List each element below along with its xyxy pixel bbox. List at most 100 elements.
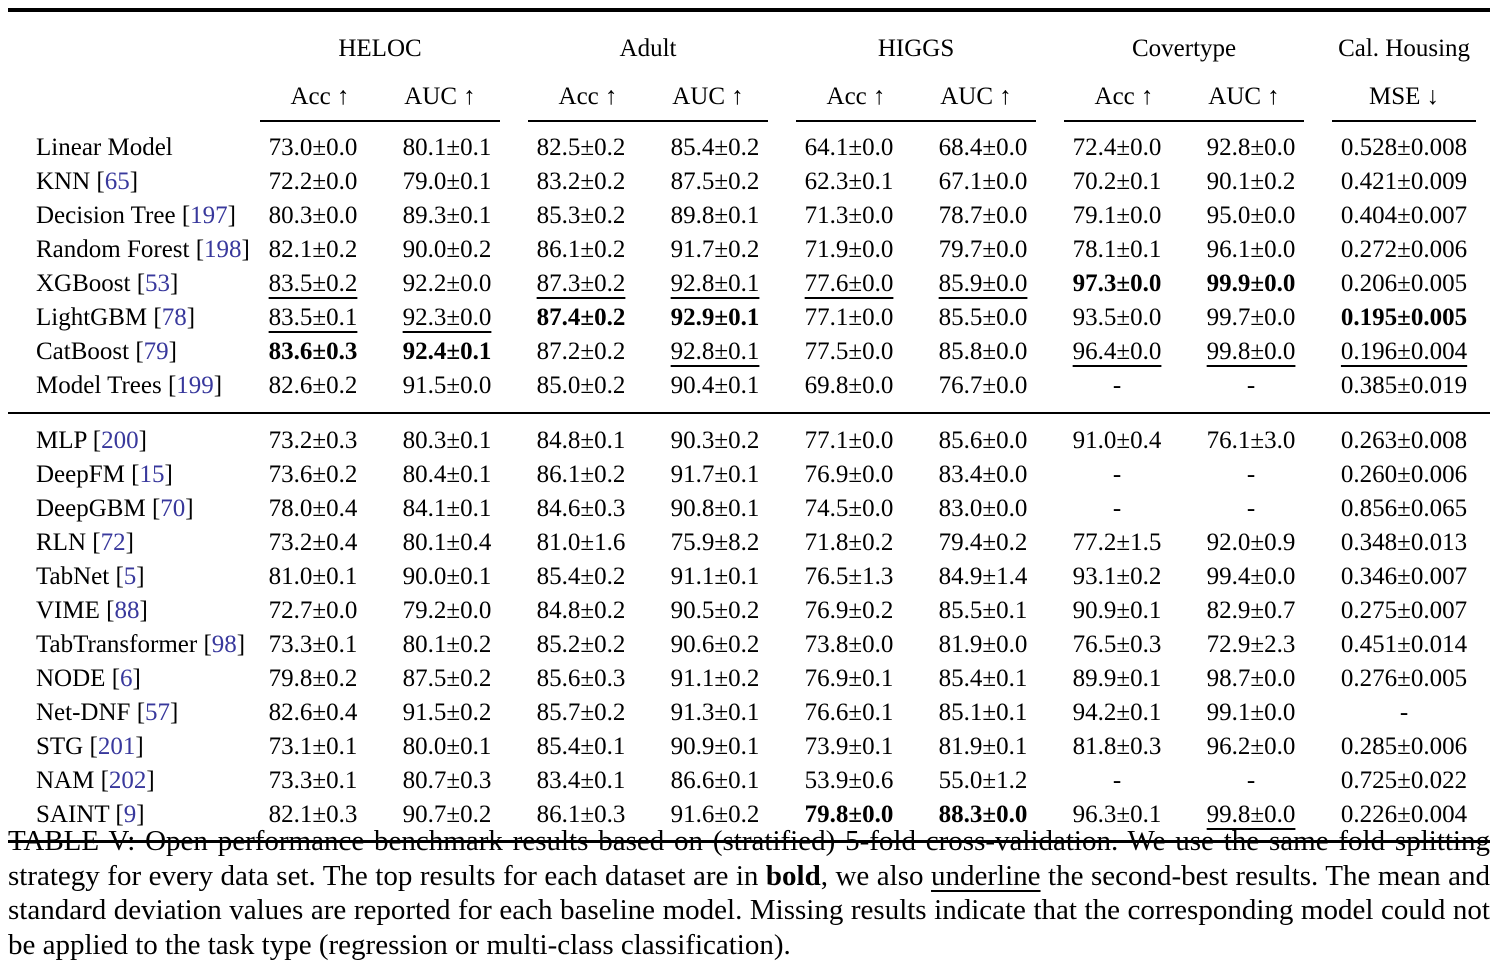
table-row: NODE [6] 79.8±0.2 87.5±0.2 85.6±0.3 91.1±0.2… (8, 662, 1490, 696)
citation-link[interactable]: 15 (139, 461, 165, 488)
metric-cell: 78.1±0.1 (1072, 236, 1162, 263)
metric-cell: 55.0±1.2 (938, 767, 1028, 794)
dataset-header-row: HELOC Adult HIGGS Covertype Cal. Housing (8, 10, 1490, 72)
metric-cell: 76.9±0.0 (804, 461, 894, 488)
metric-cell: 85.3±0.2 (536, 202, 626, 229)
citation-link[interactable]: 9 (123, 801, 137, 828)
citation-link[interactable]: 197 (190, 202, 228, 229)
metric-cell: 85.2±0.2 (536, 631, 626, 658)
metric-cell: 81.9±0.0 (938, 631, 1028, 658)
citation-link[interactable]: 98 (211, 631, 237, 658)
metric-cell: 82.6±0.4 (268, 699, 358, 726)
dataset-label: Adult (619, 35, 677, 62)
citation-link[interactable]: 70 (160, 495, 186, 522)
metric-cell: 85.4±0.2 (670, 134, 760, 161)
metric-cell: 76.9±0.2 (804, 597, 894, 624)
metric-cell: 89.8±0.1 (670, 202, 760, 229)
citation-link[interactable]: 72 (100, 529, 126, 556)
model-name: NAM [202] (36, 767, 155, 794)
metric-cell: 83.6±0.3 (268, 338, 358, 365)
model-name: TabNet [5] (36, 563, 145, 590)
citation-link[interactable]: 202 (108, 767, 147, 794)
table-row: NAM [202] 73.3±0.1 80.7±0.3 83.4±0.1 86.6±0.… (8, 764, 1490, 798)
metric-headers-cal-housing: MSE ↓ (1318, 72, 1490, 122)
metric-label: MSE ↓ (1368, 83, 1440, 110)
metric-cell: 99.7±0.0 (1206, 304, 1296, 331)
metric-cell: 0.385±0.019 (1318, 369, 1491, 414)
metric-cell: 85.7±0.2 (536, 699, 626, 726)
citation-link[interactable]: 88 (114, 597, 140, 624)
metric-cell: 0.226±0.004 (1340, 801, 1468, 828)
metric-cell: 72.9±2.3 (1206, 631, 1296, 658)
metric-cell: 91.1±0.2 (670, 665, 760, 692)
metric-cell: 99.8±0.0 (1206, 338, 1296, 365)
metric-cell: 90.4±0.1 (648, 369, 783, 414)
metric-cell: 80.7±0.3 (402, 767, 492, 794)
table-row: RLN [72] 73.2±0.4 80.1±0.4 81.0±1.6 75.9±8.2… (8, 526, 1490, 560)
caption-emphasis: bold (765, 859, 821, 892)
metric-cell: 79.2±0.0 (402, 597, 492, 624)
citation-link[interactable]: 5 (123, 563, 137, 590)
caption-text: TABLE V: Open performance benchmark resu… (8, 825, 1490, 892)
citation-link[interactable]: 198 (204, 236, 242, 263)
dataset-label-higgs: HIGGS (782, 10, 1050, 72)
metric-cell: 88.3±0.0 (938, 801, 1028, 828)
metric-cell: 81.8±0.3 (1072, 733, 1162, 760)
metric-cell: 87.5±0.2 (670, 168, 760, 195)
metric-cell: 90.0±0.2 (402, 236, 492, 263)
metric-cell: 80.0±0.1 (402, 733, 492, 760)
table-row: XGBoost [53] 83.5±0.2 92.2±0.0 87.3±0.2 92.8… (8, 267, 1490, 301)
metric-cell: - (1112, 767, 1122, 794)
metric-cell: 82.1±0.2 (268, 236, 358, 263)
metric-cell: 76.7±0.0 (916, 369, 1051, 414)
metric-cell: 0.346±0.007 (1340, 563, 1468, 590)
metric-cell: 86.1±0.2 (536, 461, 626, 488)
citation-link[interactable]: 6 (120, 665, 133, 692)
model-name: MLP [200] (36, 427, 147, 454)
model-name: Net-DNF [57] (36, 699, 179, 726)
table-row: SAINT [9] 82.1±0.3 90.7±0.2 86.1±0.3 91.6±0.… (8, 798, 1490, 842)
model-name: CatBoost [79] (36, 338, 177, 365)
metric-cell: 99.8±0.0 (1206, 801, 1296, 828)
dataset-label: Covertype (1131, 35, 1237, 62)
metric-cell: 92.8±0.0 (1206, 134, 1296, 161)
metric-headers-covertype: Acc ↑ AUC ↑ (1050, 72, 1318, 122)
citation-link[interactable]: 57 (145, 699, 171, 726)
table-row: DeepFM [15] 73.6±0.2 80.4±0.1 86.1±0.2 91.7±… (8, 458, 1490, 492)
metric-cell: 82.9±0.7 (1206, 597, 1296, 624)
citation-link[interactable]: 65 (104, 168, 130, 195)
metric-cell: 99.4±0.0 (1206, 563, 1296, 590)
metric-cell: 71.9±0.0 (804, 236, 894, 263)
metric-cell: 85.0±0.2 (514, 369, 649, 414)
metric-cell: 90.6±0.2 (670, 631, 760, 658)
citation-link[interactable]: 201 (97, 733, 136, 760)
metric-cell: 87.2±0.2 (536, 338, 626, 365)
model-name: DeepFM [15] (36, 461, 173, 488)
metric-cell: 0.528±0.008 (1340, 134, 1468, 161)
metric-cell: 85.8±0.0 (938, 338, 1028, 365)
metric-cell: 79.4±0.2 (938, 529, 1028, 556)
model-name: LightGBM [78] (36, 304, 196, 331)
metric-cell: 79.8±0.0 (804, 801, 894, 828)
metric-cell: 0.348±0.013 (1340, 529, 1468, 556)
metric-cell: 86.1±0.3 (536, 801, 626, 828)
citation-link[interactable]: 79 (143, 338, 169, 365)
metric-cell: 64.1±0.0 (804, 134, 894, 161)
model-column-header (8, 10, 246, 72)
citation-link[interactable]: 200 (101, 427, 139, 454)
metric-cell: 85.4±0.1 (536, 733, 626, 760)
metric-cell: 84.9±1.4 (938, 563, 1028, 590)
metric-cell: 0.196±0.004 (1340, 338, 1468, 365)
dataset-label-cal-housing: Cal. Housing (1318, 10, 1490, 72)
metric-cell: 74.5±0.0 (804, 495, 894, 522)
citation-link[interactable]: 78 (161, 304, 187, 331)
metric-cell: 82.1±0.3 (268, 801, 358, 828)
metric-cell: 85.4±0.2 (536, 563, 626, 590)
metric-cell: 98.7±0.0 (1206, 665, 1296, 692)
metric-headers-heloc: Acc ↑ AUC ↑ (246, 72, 514, 122)
citation-link[interactable]: 199 (176, 372, 214, 399)
metric-cell: 69.8±0.0 (782, 369, 917, 414)
table-row: Net-DNF [57] 82.6±0.4 91.5±0.2 85.7±0.2 91.3… (8, 696, 1490, 730)
metric-cell: 76.1±3.0 (1206, 427, 1296, 454)
citation-link[interactable]: 53 (145, 270, 171, 297)
